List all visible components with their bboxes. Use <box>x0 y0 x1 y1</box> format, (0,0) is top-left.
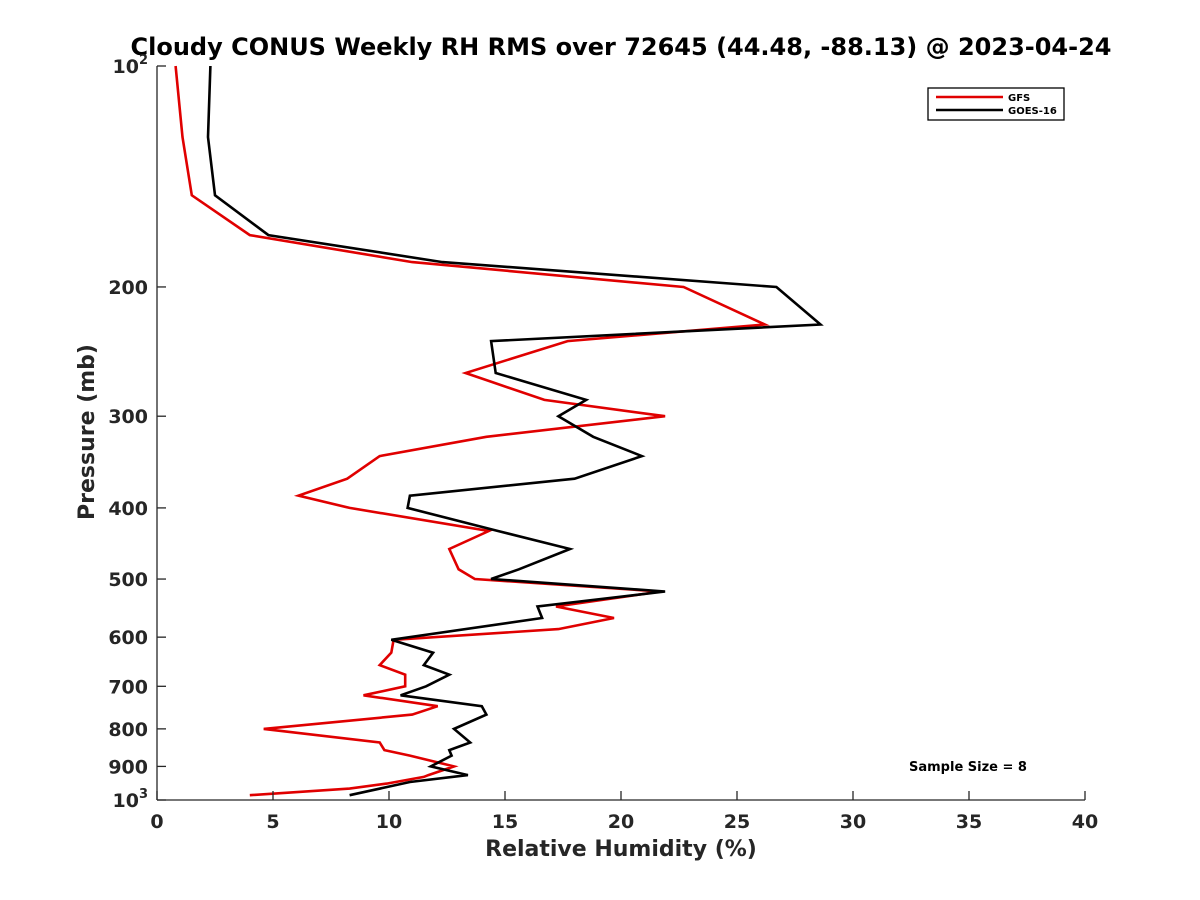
sample-size-annotation: Sample Size = 8 <box>909 760 1027 775</box>
y-tick-label: 103 <box>113 787 149 812</box>
legend: GFS GOES-16 <box>927 87 1065 121</box>
y-tick-label: 200 <box>108 277 148 299</box>
x-axis-label: Relative Humidity (%) <box>485 837 757 862</box>
legend-box <box>927 87 1065 121</box>
series-line-goes16 <box>206 65 824 797</box>
x-tick-label: 20 <box>608 811 634 833</box>
y-tick-label: 900 <box>108 756 148 778</box>
y-tick-label: 700 <box>108 676 148 698</box>
axes: 0 5 10 15 20 25 30 35 40 102 200 300 400 500 600 700 800… <box>108 53 1098 833</box>
legend-label: GOES-16 <box>1008 106 1057 117</box>
x-tick-label: 40 <box>1072 811 1098 833</box>
y-tick-label: 500 <box>108 569 148 591</box>
x-tick-label: 10 <box>376 811 402 833</box>
y-tick-label: 600 <box>108 627 148 649</box>
legend-label: GFS <box>1008 93 1030 104</box>
x-tick-label: 25 <box>724 811 750 833</box>
x-tick-label: 30 <box>840 811 866 833</box>
y-tick-label: 400 <box>108 498 148 520</box>
chart-title: Cloudy CONUS Weekly RH RMS over 72645 (4… <box>131 33 1112 61</box>
y-tick-label: 300 <box>108 406 148 428</box>
x-tick-label: 5 <box>266 811 279 833</box>
x-tick-label: 15 <box>492 811 518 833</box>
y-axis-label: Pressure (mb) <box>75 344 100 520</box>
plot-area <box>174 65 824 797</box>
y-tick-label: 800 <box>108 719 148 741</box>
x-tick-label: 0 <box>150 811 163 833</box>
x-tick-label: 35 <box>956 811 982 833</box>
y-tick-label: 102 <box>113 53 149 78</box>
series-line-gfs <box>174 65 770 797</box>
